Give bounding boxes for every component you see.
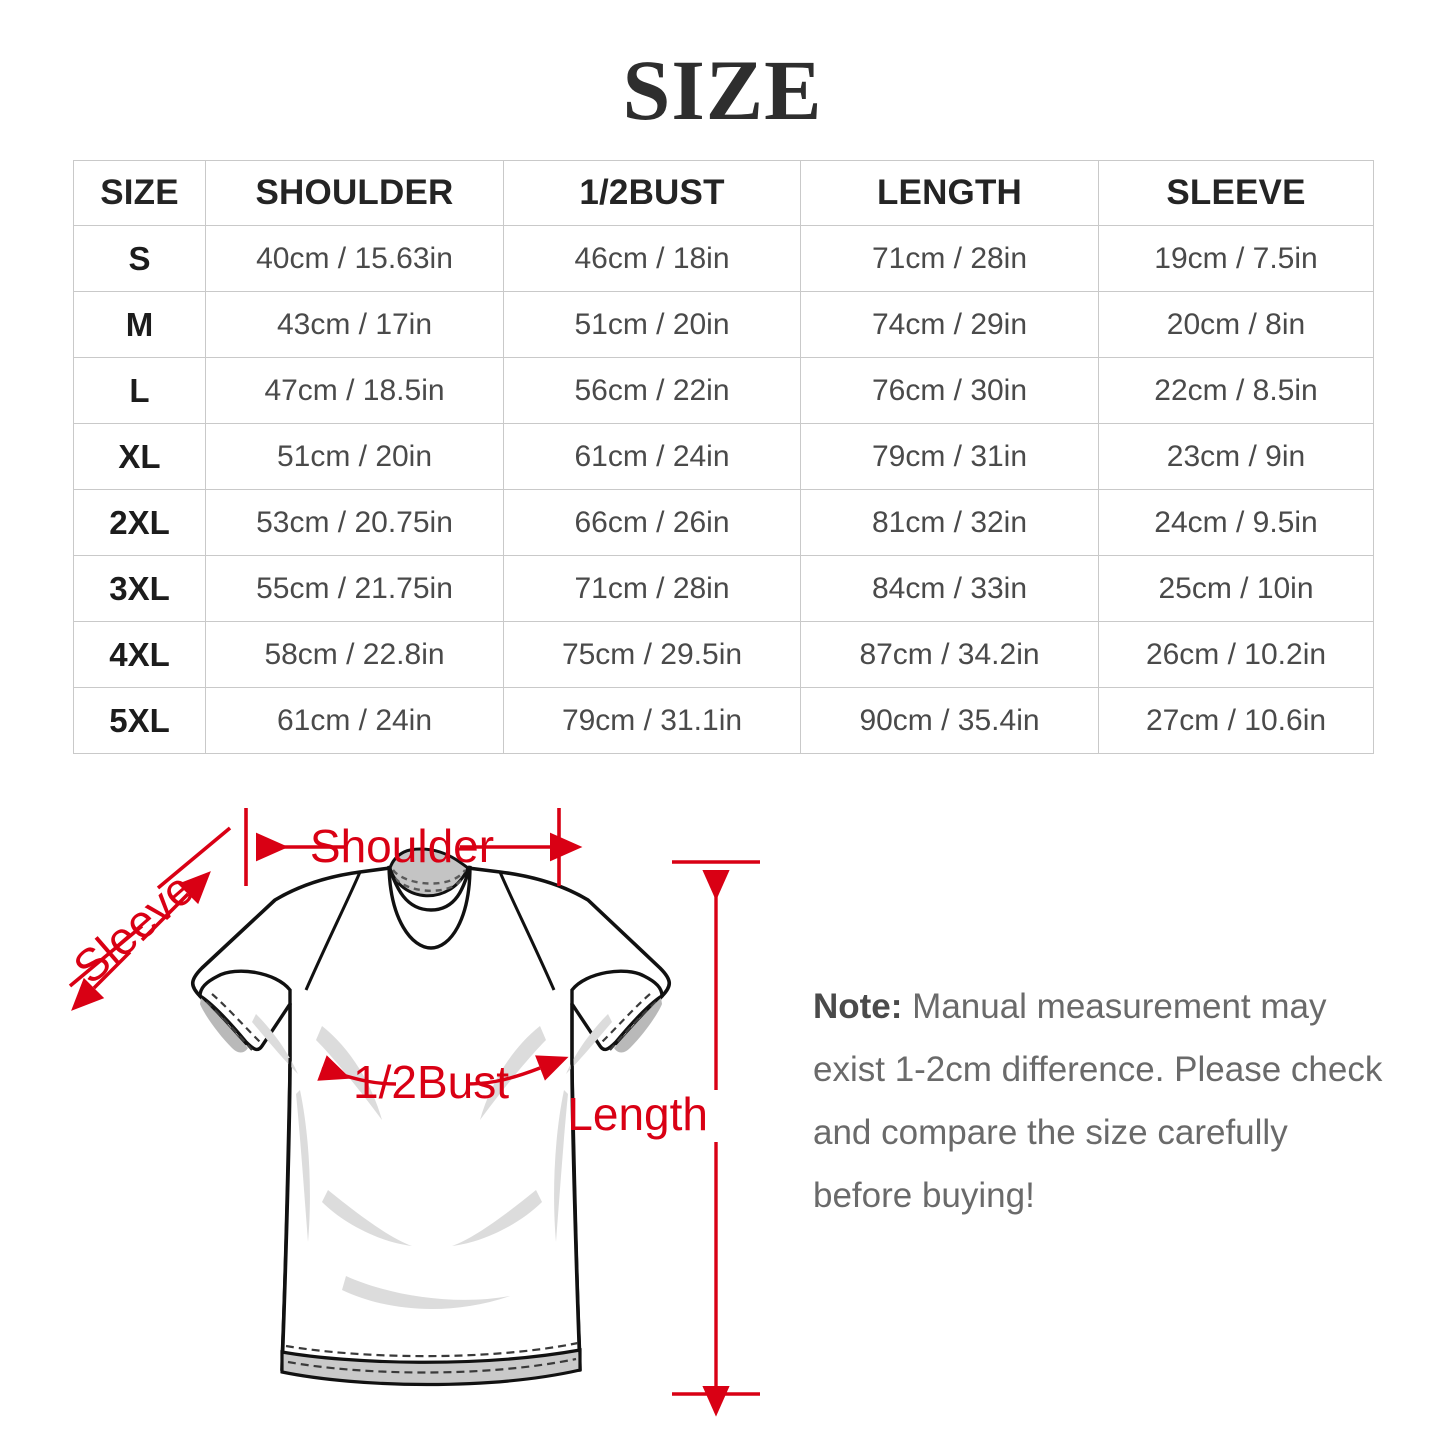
cell-shoulder: 53cm / 20.75in [205,489,504,556]
bust-label: 1/2Bust [353,1056,509,1108]
collar-inner [388,847,470,898]
cell-bust: 79cm / 31.1in [503,687,801,754]
table-row: XL 51cm / 20in 61cm / 24in 79cm / 31in 2… [73,423,1374,490]
column-header-shoulder: SHOULDER [205,160,504,226]
table-row: 2XL 53cm / 20.75in 66cm / 26in 81cm / 32… [73,489,1374,556]
sleeve-lower-tick [68,924,144,988]
cell-size: XL [73,423,206,490]
right-side-seam [570,1057,582,1357]
bust-arrow-left [317,1055,397,1086]
table-header-row: SIZE SHOULDER 1/2BUST LENGTH SLEEVE [73,160,1374,226]
cell-length: 74cm / 29in [800,291,1099,358]
cell-shoulder: 58cm / 22.8in [205,621,504,688]
cell-length: 71cm / 28in [800,225,1099,292]
column-header-bust: 1/2BUST [503,160,801,226]
sleeve-arrow-down [71,950,132,1011]
cell-sleeve: 23cm / 9in [1098,423,1374,490]
cell-shoulder: 51cm / 20in [205,423,504,490]
length-dimension-annotation: Length [567,860,760,1417]
cell-bust: 61cm / 24in [503,423,801,490]
table-row: 3XL 55cm / 21.75in 71cm / 28in 84cm / 33… [73,555,1374,622]
cell-length: 79cm / 31in [800,423,1099,490]
size-chart-table-container: SIZE SHOULDER 1/2BUST LENGTH SLEEVE S 40… [73,160,1374,754]
cell-length: 81cm / 32in [800,489,1099,556]
table-row: 4XL 58cm / 22.8in 75cm / 29.5in 87cm / 3… [73,621,1374,688]
sleeve-arrow-up [140,871,211,942]
tshirt-diagram-svg: Shoulder Sleeve 1/2Bust Length [63,808,760,1417]
column-header-length: LENGTH [800,160,1099,226]
cell-bust: 66cm / 26in [503,489,801,556]
cell-bust: 46cm / 18in [503,225,801,292]
tshirt-illustration [190,847,672,1387]
left-cuff-inner-shade [200,998,248,1053]
cell-length: 87cm / 34.2in [800,621,1099,688]
bust-dimension-annotation: 1/2Bust [317,1055,569,1108]
table-row: M 43cm / 17in 51cm / 20in 74cm / 29in 20… [73,291,1374,358]
collar-rib [387,865,472,950]
sleeve-upper-tick [156,826,232,890]
cell-bust: 75cm / 29.5in [503,621,801,688]
hem-stitch-upper [285,1341,579,1358]
cell-shoulder: 55cm / 21.75in [205,555,504,622]
cell-bust: 56cm / 22in [503,357,801,424]
left-shoulder-seam [304,871,362,991]
note-text: Manual measurement may exist 1-2cm diffe… [813,987,1383,1215]
cell-sleeve: 20cm / 8in [1098,291,1374,358]
cell-size: S [73,225,206,292]
cell-shoulder: 61cm / 24in [205,687,504,754]
bust-arrow-right [465,1055,569,1086]
cell-sleeve: 25cm / 10in [1098,555,1374,622]
cell-sleeve: 26cm / 10.2in [1098,621,1374,688]
page-title: SIZE [622,42,823,138]
right-cuff-stitch-secondary [601,993,651,1043]
cell-size: M [73,291,206,358]
measurement-diagram: Shoulder Sleeve 1/2Bust Length Note: Man… [0,780,1445,1445]
cell-shoulder: 40cm / 15.63in [205,225,504,292]
bottom-hem-band [280,1348,582,1387]
cell-size: 5XL [73,687,206,754]
shoulder-dimension-annotation: Shoulder [244,808,583,886]
cell-sleeve: 19cm / 7.5in [1098,225,1374,292]
left-cuff-stitch-secondary [211,993,261,1043]
cell-size: 2XL [73,489,206,556]
right-cuff-stitch [609,1001,657,1051]
cell-size: 3XL [73,555,206,622]
sleeve-label: Sleeve [63,862,203,994]
right-shoulder-seam [498,871,556,991]
collar-stitch-line-secondary [394,877,464,892]
cell-sleeve: 22cm / 8.5in [1098,357,1374,424]
cell-bust: 71cm / 28in [503,555,801,622]
hem-stitch-lower [287,1357,577,1374]
cell-length: 90cm / 35.4in [800,687,1099,754]
size-chart-table: SIZE SHOULDER 1/2BUST LENGTH SLEEVE S 40… [73,160,1374,754]
table-row: S 40cm / 15.63in 46cm / 18in 71cm / 28in… [73,225,1374,292]
length-label: Length [567,1088,708,1140]
column-header-sleeve: SLEEVE [1098,160,1374,226]
cell-length: 84cm / 33in [800,555,1099,622]
note-block: Note: Manual measurement may exist 1-2cm… [813,975,1388,1227]
left-cuff-stitch [205,1001,253,1051]
table-row: L 47cm / 18.5in 56cm / 22in 76cm / 30in … [73,357,1374,424]
note-label: Note: [813,987,903,1026]
cell-sleeve: 27cm / 10.6in [1098,687,1374,754]
left-side-seam [280,1057,292,1357]
right-cuff-inner-shade [614,998,662,1053]
table-row: 5XL 61cm / 24in 79cm / 31.1in 90cm / 35.… [73,687,1374,754]
cell-length: 76cm / 30in [800,357,1099,424]
cell-shoulder: 47cm / 18.5in [205,357,504,424]
column-header-size: SIZE [73,160,206,226]
cell-bust: 51cm / 20in [503,291,801,358]
cell-sleeve: 24cm / 9.5in [1098,489,1374,556]
cell-shoulder: 43cm / 17in [205,291,504,358]
cell-size: L [73,357,206,424]
shoulder-label: Shoulder [310,820,494,872]
cell-size: 4XL [73,621,206,688]
